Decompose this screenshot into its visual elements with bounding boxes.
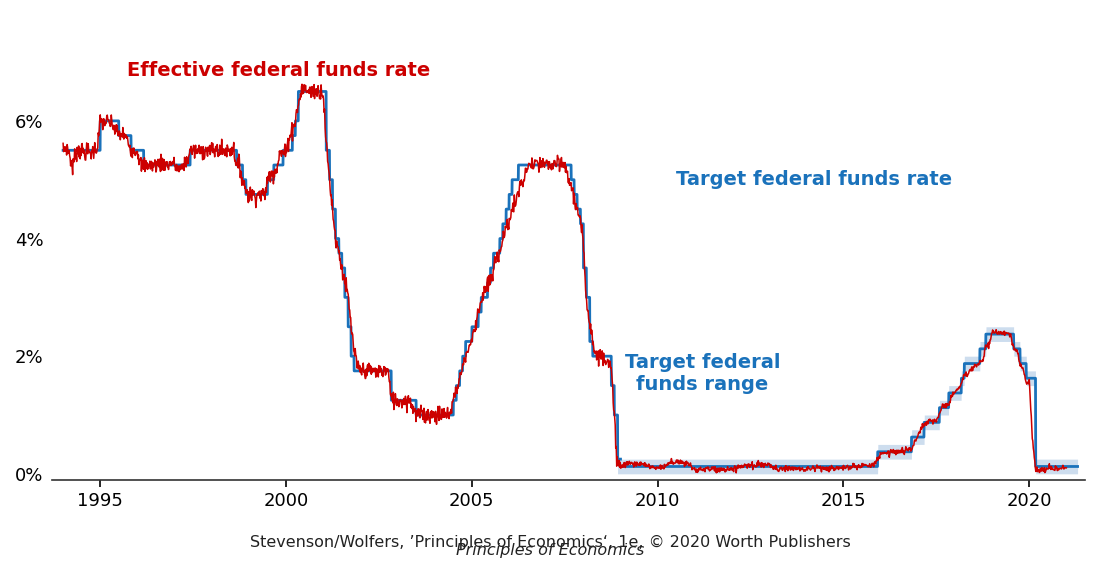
Text: Target federal
funds range: Target federal funds range	[625, 354, 780, 394]
Text: Target federal funds rate: Target federal funds rate	[676, 170, 953, 188]
Text: Effective federal funds rate: Effective federal funds rate	[126, 61, 430, 80]
Text: Stevenson/Wolfers, ’Principles of Economics‘, 1e, © 2020 Worth Publishers: Stevenson/Wolfers, ’Principles of Econom…	[250, 535, 850, 550]
Text: Principles of Economics: Principles of Economics	[455, 543, 645, 558]
